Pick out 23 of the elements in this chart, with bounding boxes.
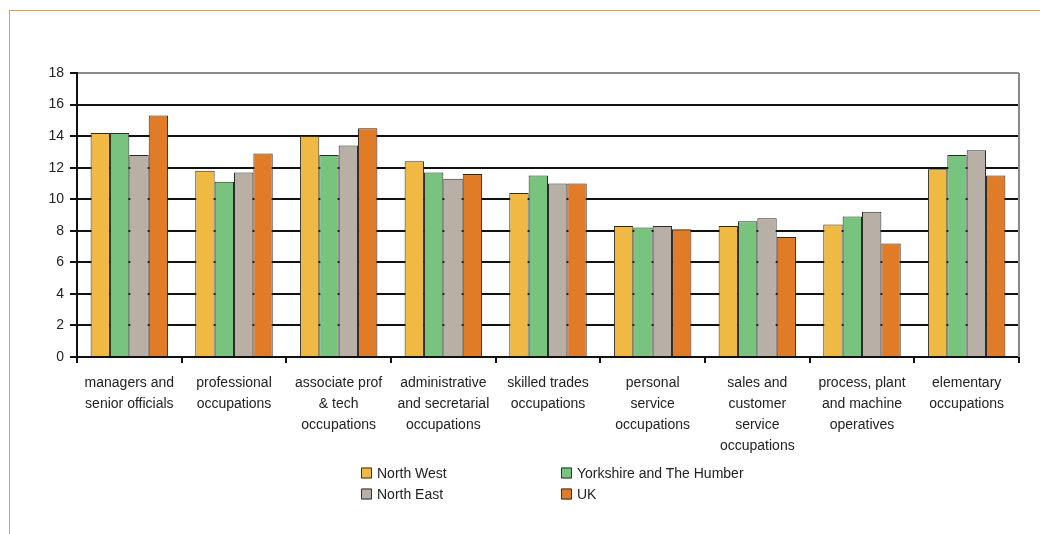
legend-label: North East <box>377 485 444 502</box>
x-tick-label: personal service occupations <box>615 374 691 433</box>
y-tick-label: 4 <box>56 284 65 301</box>
legend-label: Yorkshire and The Humber <box>577 464 744 481</box>
legend-label: North West <box>377 464 447 481</box>
x-tick-label: managers and senior officials <box>84 374 175 412</box>
x-tick-label: sales and customer service occupations <box>719 374 795 454</box>
x-tick-label: elementary occupations <box>929 374 1005 412</box>
x-tick-label: skilled trades occupations <box>507 374 589 412</box>
y-tick-label: 12 <box>48 158 65 175</box>
x-tick-label: professional occupations <box>196 374 272 412</box>
legend-label: UK <box>577 485 598 502</box>
y-tick-label: 0 <box>56 347 65 364</box>
y-tick-label: 2 <box>56 316 65 333</box>
y-tick-label: 10 <box>48 190 65 207</box>
y-tick-label: 16 <box>48 95 65 112</box>
x-tick-label: process, plant and machine operatives <box>818 374 906 433</box>
x-tick-label: associate prof & tech occupations <box>295 374 383 433</box>
y-tick-label: 6 <box>56 253 65 270</box>
y-tick-label: 14 <box>48 126 65 143</box>
x-tick-label: administrative and secretarial occupations <box>397 374 490 433</box>
y-tick-label: 8 <box>56 221 65 238</box>
y-tick-label: 18 <box>48 63 65 80</box>
